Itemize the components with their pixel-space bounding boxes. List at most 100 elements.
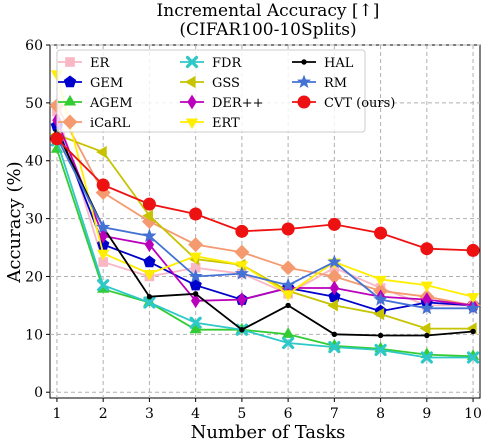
data-point [237,292,247,307]
y-tick-label: 0 [34,385,43,401]
data-point [189,322,202,334]
tick-layer: 1 2 3 4 5 6 7 8 9 10 0 10 20 30 40 50 60 [25,38,481,422]
data-point [192,291,199,297]
series-line [56,105,474,307]
series-gss [49,128,477,335]
data-point [146,294,153,300]
data-point [234,244,250,260]
x-tick-label: 10 [464,406,481,422]
legend-item: HAL [292,56,354,71]
x-tick-label: 6 [284,406,293,422]
legend-label: DER++ [212,96,264,111]
series-line [56,148,474,358]
data-point [189,316,202,329]
series-line [56,137,474,310]
series-line [56,131,474,337]
data-point [142,197,156,211]
series-hal [54,129,476,339]
data-point [466,243,480,257]
data-point [282,336,295,350]
data-point [420,281,433,293]
series-line [56,119,474,307]
legend-item: RM [292,74,347,91]
legend-item: ERT [180,116,240,131]
data-point [96,178,110,192]
data-point [419,322,431,335]
x-tick-label: 4 [191,406,200,422]
y-tick-label: 40 [25,154,43,170]
data-point [327,299,338,312]
x-tick-label: 8 [376,406,385,422]
legend-label: GEM [90,76,123,91]
data-point [329,280,340,296]
legend-label: FDR [212,56,242,71]
legend-marker [63,75,77,88]
legend-label: ERT [212,116,240,131]
data-point [142,228,157,242]
legend-label: CVT (ours) [324,96,395,111]
legend-marker [297,95,311,109]
y-tick-label: 20 [25,269,43,285]
data-point [97,279,110,292]
data-point [281,277,296,292]
legend-item: ER [58,56,110,71]
data-point [188,237,204,253]
data-point [239,327,245,333]
series-line [56,133,474,330]
data-point [188,269,203,283]
data-point [143,270,156,281]
series-line [56,138,474,252]
data-point [143,255,156,268]
data-point [98,228,108,244]
data-point [377,332,384,339]
y-tick-label: 10 [25,327,43,343]
y-tick-label: 30 [25,212,43,228]
legend-marker [63,94,77,106]
legend-marker [185,118,199,130]
data-point [281,290,295,301]
series-line [56,140,474,359]
series-line [56,111,474,307]
legend-label: HAL [324,56,354,71]
data-point [144,237,155,252]
data-point [190,293,201,309]
legend-label: GSS [212,76,240,91]
x-tick-label: 9 [422,406,431,422]
data-point [373,292,388,306]
data-point [466,300,481,315]
data-point [374,226,388,240]
data-point [466,293,480,304]
legend-marker [296,74,312,88]
x-tick-label: 1 [52,406,61,422]
data-point [189,278,202,291]
data-point [420,351,433,364]
plot-frame [49,44,481,399]
series-gem [50,119,480,317]
series-cvt-ours [50,132,480,257]
legend-label: ER [90,56,110,71]
data-point [424,332,430,339]
legend-item: iCaRL [58,114,131,131]
series-agem [50,142,480,360]
data-point [280,260,296,276]
y-axis-label: Accuracy (%) [4,161,25,283]
data-point [420,242,434,256]
data-point [96,219,111,234]
chart-title: Incremental Accuracy [↑] [157,1,380,21]
legend: ER GEM AGEM iCaRL FDR GSS DER++ ERT HAL RM CVT (ou… [56,49,395,133]
data-point [190,262,201,273]
data-point [374,343,387,357]
legend-box [56,49,366,133]
data-point [328,340,341,354]
legend-marker [187,94,197,110]
x-tick-label: 2 [99,406,108,422]
legend-label: iCaRL [90,116,131,131]
data-point [235,224,249,238]
y-tick-label: 60 [25,38,43,54]
data-point [97,249,110,261]
data-point [189,252,202,264]
legend-item: DER++ [180,94,264,111]
data-point [374,275,387,287]
x-axis-label: Number of Tasks [191,422,346,443]
